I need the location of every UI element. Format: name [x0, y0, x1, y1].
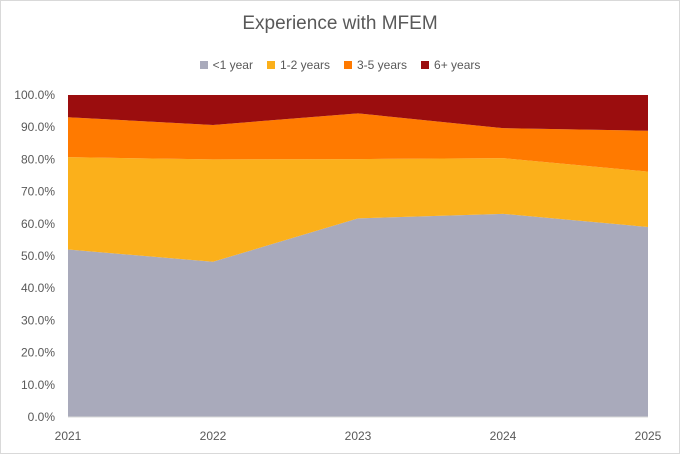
- legend-item: 3-5 years: [344, 58, 407, 72]
- area-series: [68, 157, 648, 262]
- y-tick-label: 20.0%: [21, 346, 55, 360]
- legend: <1 year 1-2 years 3-5 years 6+ years: [1, 58, 679, 72]
- y-tick-label: 80.0%: [21, 152, 55, 166]
- y-tick-label: 90.0%: [21, 120, 55, 134]
- legend-swatch: [421, 61, 430, 69]
- y-tick-label: 40.0%: [21, 281, 55, 295]
- x-tick-label: 2024: [490, 429, 517, 443]
- legend-item: <1 year: [199, 58, 253, 72]
- area-series: [68, 113, 648, 172]
- x-tick-label: 2022: [200, 429, 227, 443]
- y-tick-label: 30.0%: [21, 313, 55, 327]
- y-tick-label: 60.0%: [21, 217, 55, 231]
- y-tick-label: 0.0%: [28, 410, 56, 424]
- legend-label: 6+ years: [434, 58, 481, 72]
- x-tick-label: 2023: [345, 429, 372, 443]
- x-tick-label: 2021: [55, 429, 82, 443]
- legend-swatch: [266, 61, 275, 69]
- legend-swatch: [344, 61, 352, 69]
- legend-label: <1 year: [212, 58, 253, 72]
- y-tick-label: 10.0%: [21, 378, 55, 392]
- y-tick-label: 100.0%: [14, 88, 55, 102]
- legend-label: 1-2 years: [279, 58, 330, 72]
- y-tick-label: 70.0%: [21, 185, 55, 199]
- chart-title: Experience with MFEM: [242, 13, 438, 34]
- x-tick-label: 2025: [635, 429, 662, 443]
- legend-label: 3-5 years: [357, 58, 408, 72]
- legend-item: 6+ years: [421, 58, 480, 72]
- legend-item: 1-2 years: [266, 58, 330, 72]
- legend-swatch: [199, 61, 208, 69]
- area-series: [68, 213, 648, 417]
- area-series: [68, 95, 648, 131]
- y-tick-label: 50.0%: [21, 249, 55, 263]
